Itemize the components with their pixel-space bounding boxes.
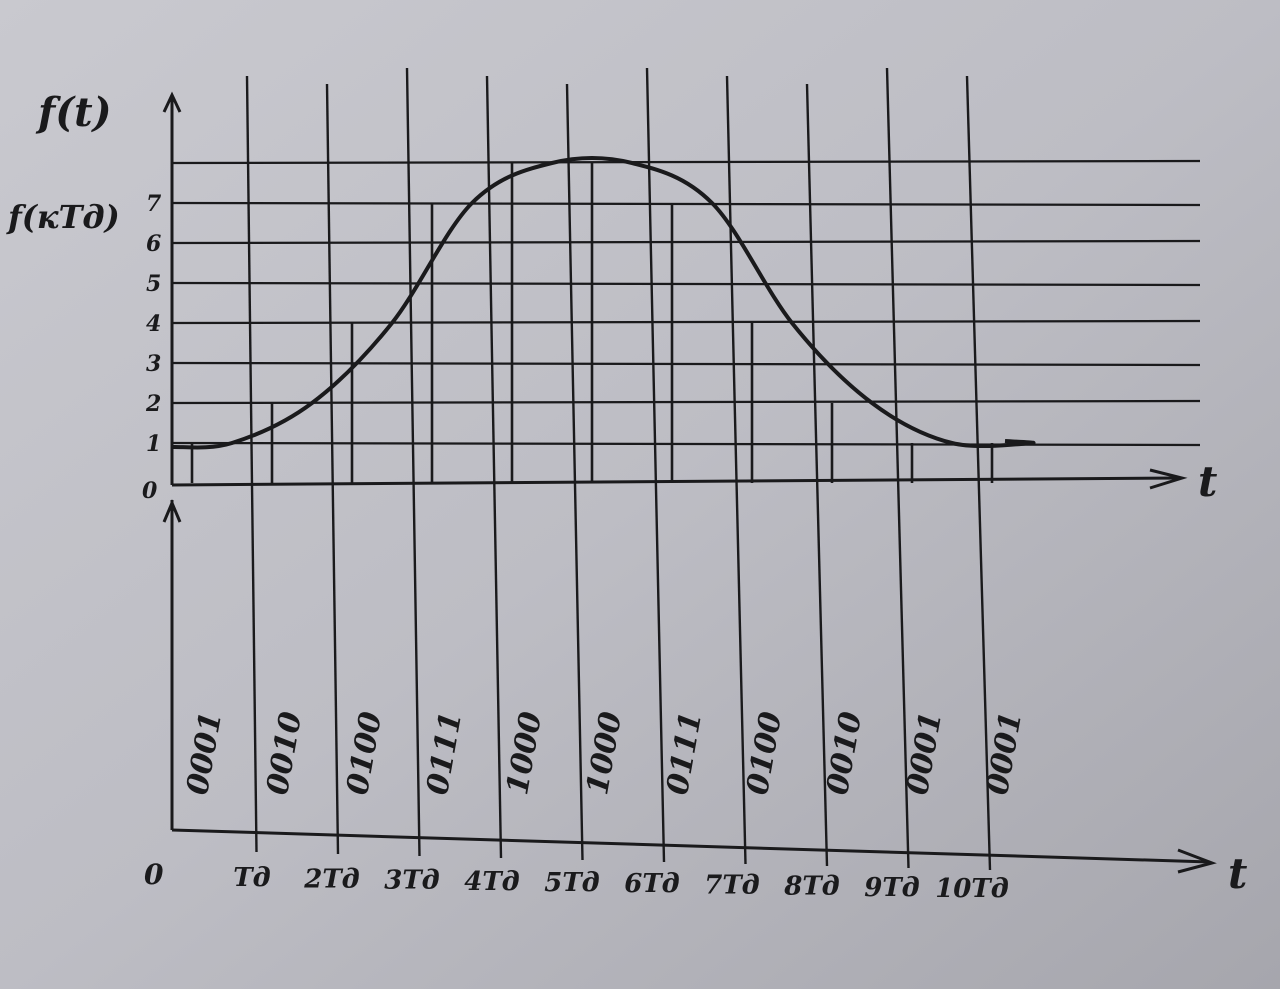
level-label: 6 bbox=[146, 231, 161, 257]
sample-line bbox=[405, 67, 421, 857]
tick-label: 8Tд bbox=[783, 872, 840, 902]
level-line bbox=[171, 319, 1201, 325]
level-label: 5 bbox=[146, 271, 161, 297]
lower-tick-labels: Tд 2Tд 3Tд 4Tд 5Tд 6Tд 7Tд 8Tд 9Tд 10Tд bbox=[233, 863, 1009, 904]
level-line bbox=[171, 239, 1201, 245]
sample-line bbox=[805, 83, 829, 867]
lower-x-axis bbox=[171, 828, 1211, 864]
sample-line bbox=[965, 75, 992, 871]
level-label: 1 bbox=[146, 431, 161, 457]
level-line bbox=[171, 281, 1201, 287]
level-line bbox=[171, 201, 1201, 207]
tick-label: 4Tд bbox=[464, 867, 520, 897]
level-label: 4 bbox=[146, 311, 161, 337]
level-label: 2 bbox=[145, 391, 161, 417]
level-label: 3 bbox=[146, 351, 161, 377]
level-line bbox=[171, 399, 1201, 405]
level-line bbox=[171, 159, 1201, 165]
tick-label: 5Tд bbox=[544, 868, 600, 898]
signal-curve bbox=[171, 156, 1036, 450]
upper-x-axis-label: t bbox=[1198, 457, 1217, 506]
upper-origin-label: 0 bbox=[142, 478, 158, 504]
upper-y-arrow bbox=[162, 91, 182, 113]
level-line bbox=[171, 361, 1201, 367]
upper-x-arrow bbox=[1149, 468, 1188, 490]
upper-y-axis-secondary-label: f(кTд) bbox=[6, 198, 120, 236]
sample-line bbox=[645, 67, 666, 863]
tick-label: 6Tд bbox=[624, 869, 680, 899]
sample-line bbox=[485, 75, 503, 859]
lower-origin-label: 0 bbox=[144, 858, 164, 891]
level-labels: 1 2 3 4 5 6 7 bbox=[145, 191, 162, 457]
lower-x-axis-label: t bbox=[1228, 849, 1247, 898]
upper-x-axis bbox=[171, 476, 1181, 487]
level-grid-lines bbox=[171, 159, 1201, 447]
sample-line bbox=[565, 83, 584, 861]
sample-stems bbox=[190, 163, 994, 483]
sample-line bbox=[885, 67, 910, 869]
tick-label: 10Tд bbox=[935, 874, 1009, 904]
tick-label: 2Tд bbox=[303, 864, 360, 894]
level-label: 7 bbox=[146, 191, 162, 217]
sample-line bbox=[325, 83, 340, 855]
upper-y-axis-label: f(t) bbox=[35, 89, 112, 136]
sample-line bbox=[725, 75, 747, 865]
tick-label: 3Tд bbox=[384, 866, 440, 896]
sample-grid-lines bbox=[245, 67, 992, 871]
lower-x-arrow bbox=[1177, 848, 1217, 874]
tick-label: Tд bbox=[233, 863, 270, 893]
sample-line bbox=[245, 75, 258, 853]
tick-label: 9Tд bbox=[864, 873, 920, 903]
tick-label: 7Tд bbox=[704, 870, 760, 900]
lower-y-arrow bbox=[162, 499, 182, 523]
